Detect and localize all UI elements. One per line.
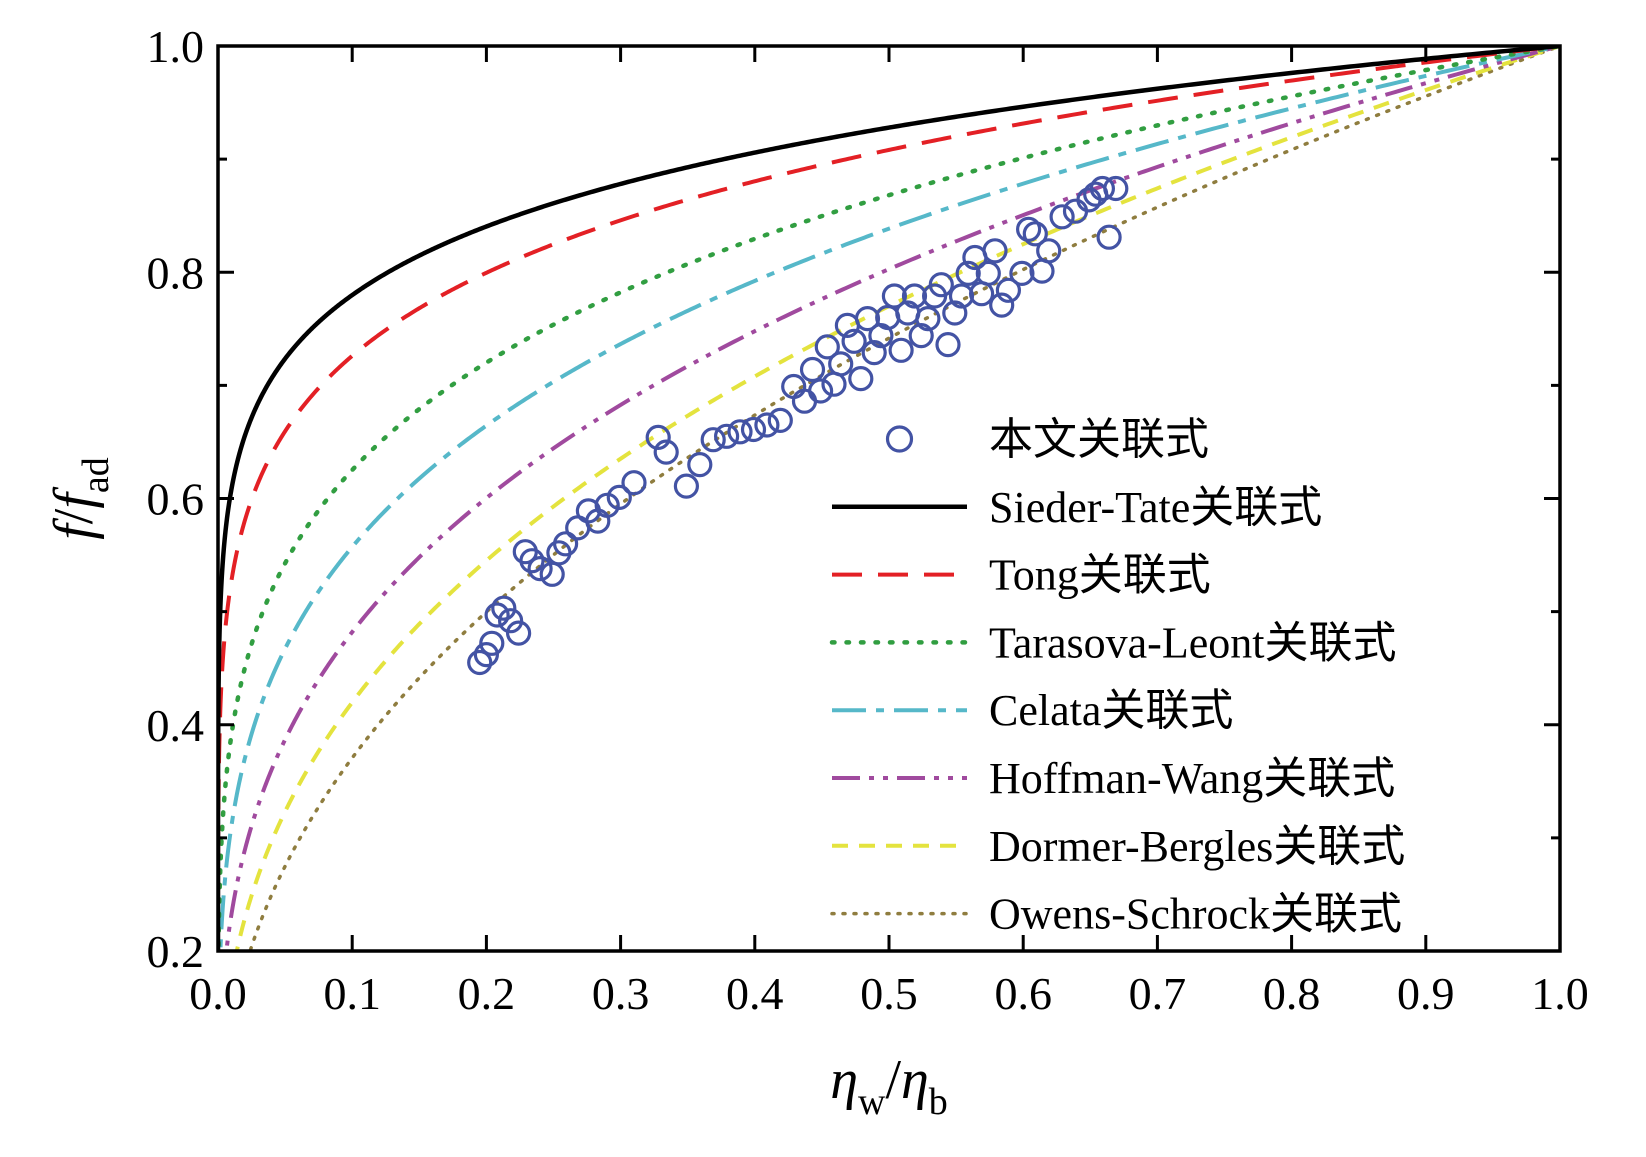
- legend-label-celata: Celata关联式: [989, 686, 1233, 735]
- data-point: [908, 323, 934, 349]
- legend: 本文关联式 Sieder-Tate关联式 Tong关联式 Tarasova-Leont…: [829, 415, 1405, 939]
- data-point: [935, 332, 961, 358]
- legend-label-this-paper: 本文关联式: [989, 415, 1209, 464]
- data-point: [645, 424, 671, 450]
- legend-label-sieder-tate: Sieder-Tate关联式: [989, 483, 1322, 532]
- y-tick-label: 0.8: [147, 247, 205, 298]
- data-point: [881, 283, 908, 309]
- data-point: [552, 531, 579, 557]
- data-point: [1103, 175, 1129, 202]
- x-tick-label: 0.9: [1397, 968, 1455, 1019]
- legend-marker-this-paper: [885, 425, 914, 453]
- x-tick-label: 0.2: [458, 968, 516, 1019]
- x-axis-title: ηw/ηb: [830, 1049, 948, 1123]
- data-point: [700, 427, 726, 453]
- y-tick-label: 0.4: [147, 700, 205, 751]
- chart-canvas: 0.0 0.1 0.2 0.3 0.4 0.5 0.6 0.7 0.8 0.9 1.0 0.2 0.4 0…: [43, 21, 1589, 1123]
- data-point: [948, 283, 975, 309]
- x-tick-label: 0.1: [323, 968, 381, 1019]
- x-tick-label: 0.3: [592, 968, 650, 1019]
- data-point: [854, 306, 881, 332]
- tick-labels: 0.0 0.1 0.2 0.3 0.4 0.5 0.6 0.7 0.8 0.9 1.0 0.2 0.4 0…: [147, 21, 1589, 1019]
- data-point: [1036, 238, 1062, 264]
- data-point: [754, 412, 780, 438]
- x-tick-label: 0.8: [1263, 968, 1321, 1019]
- data-point: [1089, 175, 1116, 202]
- data-point: [841, 328, 867, 354]
- x-tick-label: 1.0: [1531, 968, 1589, 1019]
- data-point: [491, 595, 517, 621]
- legend-label-dormer-bergles: Dormer-Bergles关联式: [989, 822, 1405, 871]
- y-axis-title: f/fad: [43, 457, 117, 540]
- curve-celata: [218, 46, 1560, 951]
- data-point: [901, 283, 928, 309]
- data-point: [955, 260, 981, 286]
- data-point: [799, 356, 826, 383]
- curve-hoffman-wang: [224, 46, 1560, 951]
- data-point: [673, 473, 700, 499]
- data-point: [1049, 204, 1075, 230]
- data-point: [1009, 260, 1035, 286]
- plot-frame: [216, 44, 1562, 953]
- data-point: [506, 620, 532, 646]
- data-point: [915, 306, 941, 332]
- data-point: [484, 602, 510, 628]
- y-tick-label: 1.0: [147, 21, 205, 72]
- data-point: [606, 484, 632, 510]
- data-point: [828, 351, 854, 377]
- x-tick-label: 0.4: [726, 968, 784, 1019]
- data-point: [621, 470, 647, 496]
- data-point: [653, 439, 679, 465]
- curve-tong: [218, 46, 1560, 951]
- data-point: [989, 292, 1015, 318]
- legend-label-tarasova-leont: Tarasova-Leont关联式: [989, 618, 1396, 667]
- data-point: [975, 260, 1001, 286]
- data-point: [1096, 224, 1122, 250]
- data-point: [861, 340, 887, 366]
- data-point: [687, 452, 713, 478]
- data-point: [479, 630, 505, 656]
- legend-label-hoffman-wang: Hoffman-Wang关联式: [989, 754, 1395, 803]
- data-point: [814, 334, 840, 360]
- x-tick-label: 0.0: [189, 968, 247, 1019]
- data-point: [1015, 216, 1042, 242]
- data-point: [740, 416, 767, 443]
- data-point: [498, 608, 524, 634]
- data-point: [519, 548, 545, 574]
- data-point: [848, 366, 874, 392]
- y-tick-label: 0.6: [147, 474, 205, 525]
- data-point: [995, 277, 1022, 303]
- data-point: [928, 272, 954, 298]
- scatter-points: [467, 175, 1129, 676]
- x-tick-label: 0.6: [994, 968, 1052, 1019]
- data-point: [888, 337, 914, 363]
- chart-figure: 0.0 0.1 0.2 0.3 0.4 0.5 0.6 0.7 0.8 0.9 1.0 0.2 0.4 0…: [40, 16, 1646, 1141]
- data-point: [713, 423, 740, 449]
- x-tick-label: 0.5: [860, 968, 918, 1019]
- y-tick-label: 0.2: [147, 926, 205, 977]
- curve-sieder-tate: [218, 46, 1560, 951]
- data-point: [467, 649, 493, 676]
- data-point: [942, 300, 968, 326]
- data-point: [1022, 221, 1048, 247]
- plot-area: [218, 46, 1560, 951]
- data-point: [807, 378, 834, 404]
- x-tick-label: 0.7: [1129, 968, 1187, 1019]
- legend-label-owens-schrock: Owens-Schrock关联式: [989, 890, 1402, 939]
- legend-label-tong: Tong关联式: [989, 551, 1211, 600]
- data-point: [727, 419, 753, 445]
- curve-tarasova-leont: [218, 46, 1560, 951]
- data-point: [473, 641, 499, 668]
- data-point: [527, 555, 553, 582]
- data-point: [767, 407, 793, 433]
- data-point: [982, 238, 1008, 264]
